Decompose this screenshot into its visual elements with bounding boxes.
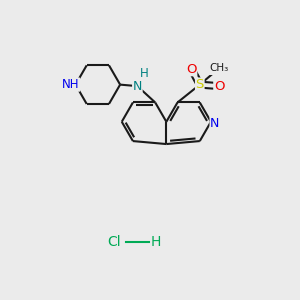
Text: CH₃: CH₃ [209,63,229,73]
Text: S: S [196,78,204,91]
Text: O: O [214,80,224,93]
Text: H: H [151,235,161,249]
Text: N: N [210,117,220,130]
Text: N: N [133,80,142,93]
Text: O: O [186,63,197,76]
Text: H: H [140,67,148,80]
Text: Cl: Cl [107,235,121,249]
Text: NH: NH [62,78,80,91]
